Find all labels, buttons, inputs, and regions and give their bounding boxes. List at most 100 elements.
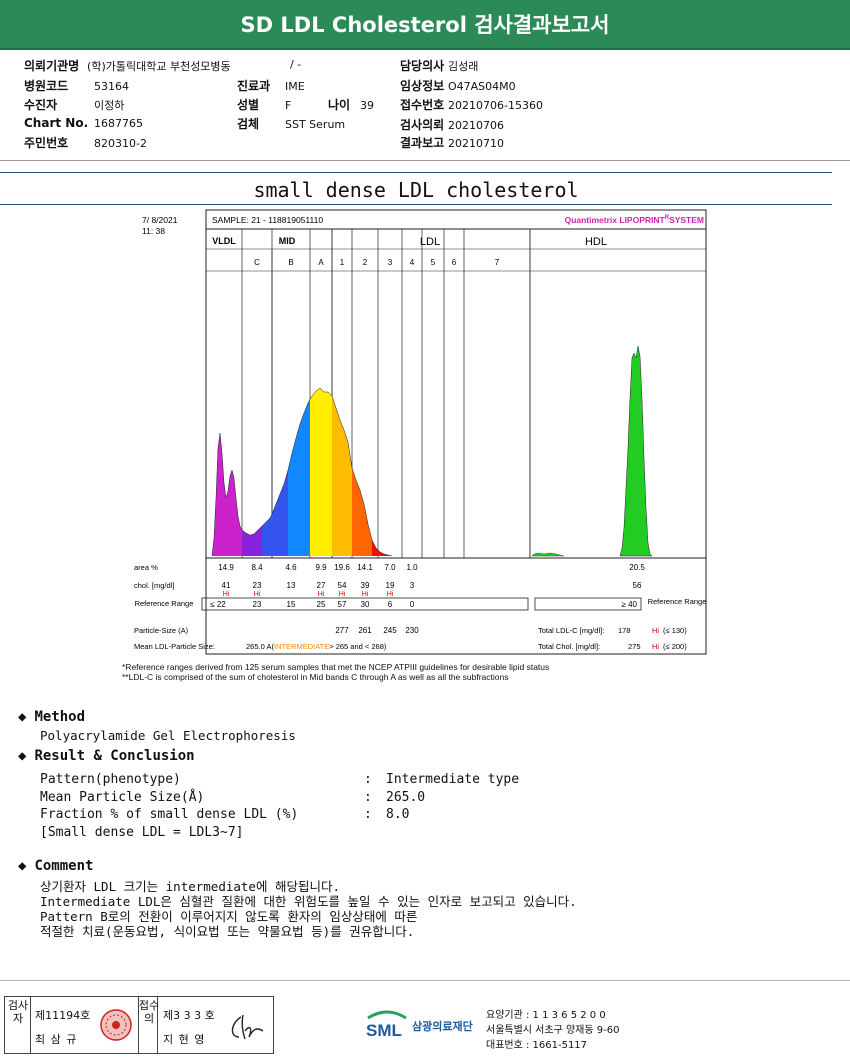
hdl-ref-range: ≥ 40: [621, 600, 637, 609]
receipt-no-label: 접수번호: [400, 98, 445, 112]
resident-no-label: 주민번호: [24, 136, 69, 150]
report-date-value: 20210710: [448, 137, 504, 150]
chol-value: 19: [386, 581, 395, 590]
examiner-no: 제11194호: [35, 1009, 91, 1022]
result-row-value: 265.0: [386, 790, 426, 805]
ref-range-box: [201, 597, 529, 611]
method-heading: ◆ Method: [18, 709, 85, 725]
group-label-hdl: HDL: [585, 236, 607, 248]
report-title: small dense LDL cholesterol: [253, 178, 579, 202]
row-label-ref: Reference Range: [135, 599, 194, 608]
confirmer-no: 제3 3 3 호: [163, 1009, 215, 1022]
curve-segment-ldl2: [332, 396, 352, 556]
system-reg-mark: R: [665, 215, 670, 221]
comment-line: Intermediate LDL은 심혈관 질환에 대한 위험도를 높일 수 있…: [40, 894, 577, 909]
institution-value: (학)가톨릭대학교 부천성모병동: [87, 60, 231, 73]
specimen-value: SST Serum: [285, 118, 346, 131]
recipient-value: 이정하: [94, 99, 125, 112]
resident-no-value: 820310-2: [94, 137, 147, 150]
hi-flag: Hi: [387, 591, 394, 598]
org-address: 서울특별시 서초구 양재동 9-60: [486, 1025, 620, 1036]
footnote-1: *Reference ranges derived from 125 serum…: [122, 662, 550, 672]
band-label: 1: [340, 258, 345, 267]
comment-heading: ◆ Comment: [18, 858, 93, 874]
examiner-label: 검사자: [7, 999, 29, 1025]
total-chol-limit: (≤ 200): [663, 642, 687, 651]
chol-value: 27: [317, 581, 326, 590]
particle-size-value: 261: [358, 626, 372, 635]
chol-value: 13: [287, 581, 296, 590]
band-label: 7: [495, 258, 500, 267]
area-pct-value: 9.9: [315, 563, 327, 572]
clinical-info-label: 임상정보: [400, 79, 445, 93]
result-row-label: Mean Particle Size(Å): [40, 790, 205, 805]
chol-value: 39: [361, 581, 370, 590]
row-label-chol: chol. [mg/dl]: [134, 581, 174, 590]
curve-segment-pre-hdl: [531, 552, 565, 557]
total-ldl-flag: Hi: [652, 626, 659, 635]
result-colon: :: [364, 807, 372, 822]
hdl-ref-box: [534, 597, 642, 611]
org-care-no: 요양기관 : 1 1 3 6 5 2 0 0: [486, 1010, 606, 1021]
curve-segment-hdl: [619, 345, 653, 557]
result-note: [Small dense LDL = LDL3~7]: [40, 825, 244, 840]
total-ldl-label: Total LDL-C [mg/dl]:: [538, 626, 604, 635]
method-heading-text: Method: [34, 709, 86, 725]
total-chol-value: 275: [628, 642, 641, 651]
ref-range-value: 25: [317, 600, 326, 609]
recipient-label: 수진자: [24, 98, 58, 112]
ref-range-value: 15: [287, 600, 296, 609]
chart-system-name: Quantimetrix LIPOPRINTRSYSTEM: [565, 215, 704, 225]
result-heading-text: Result & Conclusion: [34, 748, 195, 764]
curve-outline: [211, 387, 393, 557]
area-pct-value: 4.6: [285, 563, 297, 572]
ref-range-value: ≤ 22: [210, 600, 226, 609]
band-label: 4: [410, 258, 415, 267]
confirmer-signature-icon: [231, 1014, 264, 1040]
result-row-value: Intermediate type: [386, 772, 520, 787]
particle-size-value: 277: [335, 626, 349, 635]
chart-no-value: 1687765: [94, 117, 143, 130]
mean-size-open-paren: (: [271, 642, 274, 651]
request-date-value: 20210706: [448, 119, 504, 132]
group-label-vldl: VLDL: [212, 236, 236, 246]
result-row-label: Fraction % of small dense LDL (%): [40, 807, 299, 822]
density-curve: [211, 345, 653, 557]
department-value: IME: [285, 80, 305, 93]
hi-flag: Hi: [223, 591, 230, 598]
chart-time: 11: 38: [142, 226, 165, 236]
report-date-label: 결과보고: [400, 136, 445, 150]
result-colon: :: [364, 790, 372, 805]
curve-segment-ldl4: [372, 540, 392, 556]
method-text: Polyacrylamide Gel Electrophoresis: [40, 728, 296, 743]
hdl-chol-value: 56: [633, 581, 642, 590]
hdl-ref-title-text: Reference Range: [648, 597, 707, 606]
footnote-2: **LDL-C is comprised of the sum of chole…: [122, 672, 509, 682]
chart-date: 7/ 8/2021: [142, 215, 178, 225]
group-label-ldl: LDL: [420, 236, 440, 248]
hi-flag: Hi: [362, 591, 369, 598]
band-label: 3: [388, 258, 393, 267]
chart-no-label: Chart No.: [24, 116, 89, 130]
band-label: B: [288, 258, 293, 267]
chol-value: 23: [253, 581, 262, 590]
confirmer-label-col: 접수의: [138, 997, 159, 1053]
area-pct-value: 7.0: [384, 563, 396, 572]
hospital-code-label: 병원코드: [24, 79, 69, 93]
comment-line: 적절한 치료(운동요법, 식이요법 또는 약물요법 등)를 권유합니다.: [40, 924, 415, 939]
result-heading: ◆ Result & Conclusion: [18, 748, 195, 764]
diamond-bullet-icon: ◆: [18, 709, 27, 725]
report-header-title: SD LDL Cholesterol 검사결과보고서: [0, 0, 850, 48]
comment-line: Pattern B로의 전환이 이루어지지 않도록 환자의 임상상태에 따른: [40, 909, 418, 924]
band-boundaries: [241, 229, 531, 558]
org-name: 삼광의료재단: [412, 1020, 473, 1033]
band-label: 5: [431, 258, 436, 267]
examiner-seal-icon: [100, 1009, 132, 1041]
total-ldl-value: 178: [618, 626, 631, 635]
area-pct-value: 1.0: [406, 563, 418, 572]
hi-flag: Hi: [318, 591, 325, 598]
hi-flag: Hi: [339, 591, 346, 598]
doctor-value: 김성래: [448, 60, 479, 73]
diamond-bullet-icon: ◆: [18, 748, 27, 764]
ref-range-value: 57: [338, 600, 347, 609]
